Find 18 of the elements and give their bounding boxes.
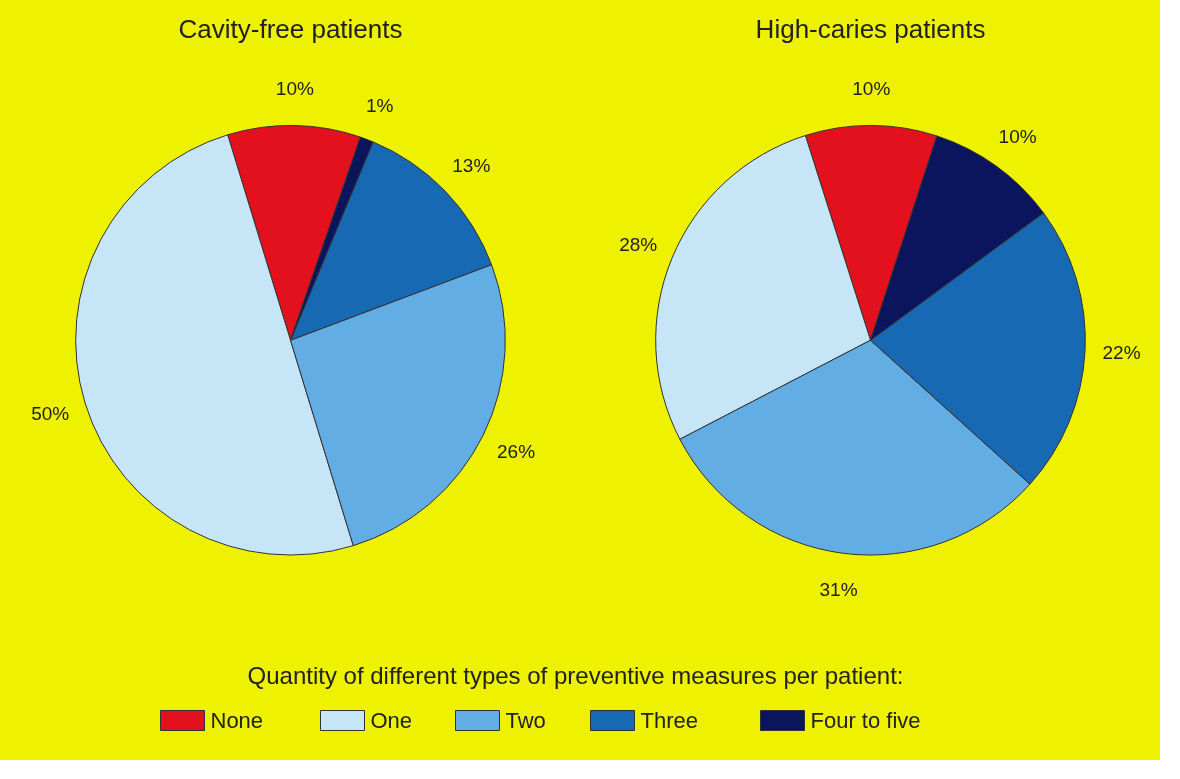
data-label: 1% (366, 94, 394, 116)
data-label: 10% (998, 125, 1037, 147)
legend-title: Quantity of different types of preventive measures per patient: (247, 662, 904, 689)
legend-label: Three (640, 708, 698, 733)
legend-label: One (370, 708, 413, 733)
data-label: 10% (275, 78, 315, 100)
data-label: 31% (819, 579, 858, 601)
data-label: 26% (497, 440, 536, 462)
data-label: 10% (852, 78, 891, 100)
data-label: 28% (619, 233, 658, 255)
data-label: 50% (31, 403, 70, 425)
legend-label: None (210, 708, 264, 733)
chart-title: Cavity-free patients (178, 13, 403, 44)
data-label: 13% (452, 154, 491, 176)
data-label: 22% (1102, 342, 1141, 364)
chart-title: High-caries patients (755, 13, 986, 44)
legend-label: Two (505, 708, 546, 733)
legend-label: Four to five (810, 708, 921, 733)
